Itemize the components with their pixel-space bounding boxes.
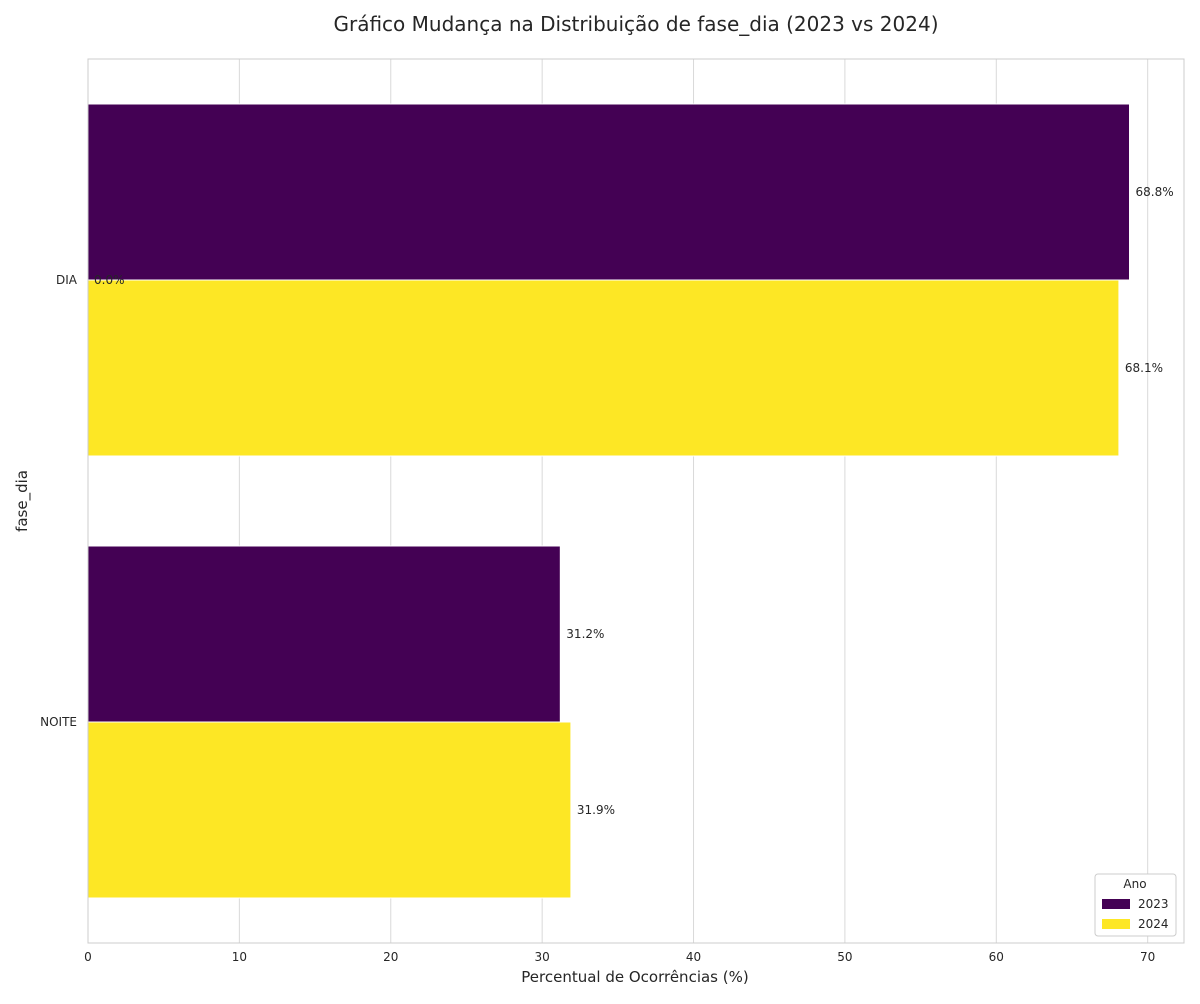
y-axis-label: fase_dia [13,470,32,532]
data-labels: 68.8% 68.1% 31.2% 31.9% 0.0% [94,185,1174,817]
legend-title: Ano [1123,877,1146,891]
x-tick-label: 50 [837,950,852,964]
chart-title: Gráfico Mudança na Distribuição de fase_… [333,12,938,36]
annotation-label: 0.0% [94,273,125,287]
data-label: 31.9% [577,803,615,817]
data-label: 68.8% [1136,185,1174,199]
x-tick-labels: 0 10 20 30 40 50 60 70 [84,950,1155,964]
x-tick-label: 40 [686,950,701,964]
legend-swatch [1102,899,1130,909]
bar [87,721,572,899]
bar [87,545,561,723]
legend-label: 2024 [1138,917,1169,931]
x-tick-label: 20 [383,950,398,964]
bars [87,103,1131,899]
data-label: 31.2% [566,627,604,641]
y-tick-labels: DIA NOITE [40,273,78,729]
x-tick-label: 70 [1140,950,1155,964]
y-tick-label: DIA [56,273,78,287]
legend-items: 2023 2024 [1102,897,1169,931]
x-tick-label: 30 [535,950,550,964]
x-axis-label: Percentual de Ocorrências (%) [521,968,748,986]
plot-frame [87,58,1185,944]
legend-swatch [1102,919,1130,929]
y-tick-label: NOITE [40,715,77,729]
x-tick-label: 0 [84,950,92,964]
x-tick-label: 10 [232,950,247,964]
legend: Ano 2023 2024 [1094,873,1177,937]
x-tick-label: 60 [989,950,1004,964]
data-label: 68.1% [1125,361,1163,375]
bar [87,103,1131,281]
bar [87,279,1120,457]
legend-label: 2023 [1138,897,1169,911]
